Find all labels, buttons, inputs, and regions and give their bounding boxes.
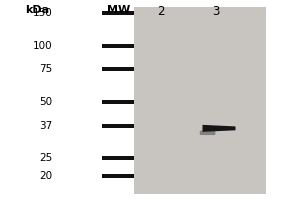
Bar xyxy=(102,44,134,48)
Bar xyxy=(102,124,134,128)
Text: 3: 3 xyxy=(212,5,220,18)
Text: 150: 150 xyxy=(33,8,52,18)
Text: MW: MW xyxy=(107,5,130,15)
Text: 75: 75 xyxy=(39,64,52,74)
Text: 25: 25 xyxy=(39,153,52,163)
Text: kDa: kDa xyxy=(26,5,50,15)
Text: 20: 20 xyxy=(39,171,52,181)
Text: 100: 100 xyxy=(33,41,52,51)
Bar xyxy=(102,67,134,71)
Bar xyxy=(134,7,266,194)
Bar xyxy=(102,11,134,15)
Bar xyxy=(102,156,134,160)
Text: 50: 50 xyxy=(39,97,52,107)
Text: 37: 37 xyxy=(39,121,52,131)
Text: 2: 2 xyxy=(157,5,164,18)
Bar xyxy=(102,174,134,178)
FancyBboxPatch shape xyxy=(200,131,215,135)
Polygon shape xyxy=(202,125,236,132)
Bar xyxy=(102,100,134,104)
